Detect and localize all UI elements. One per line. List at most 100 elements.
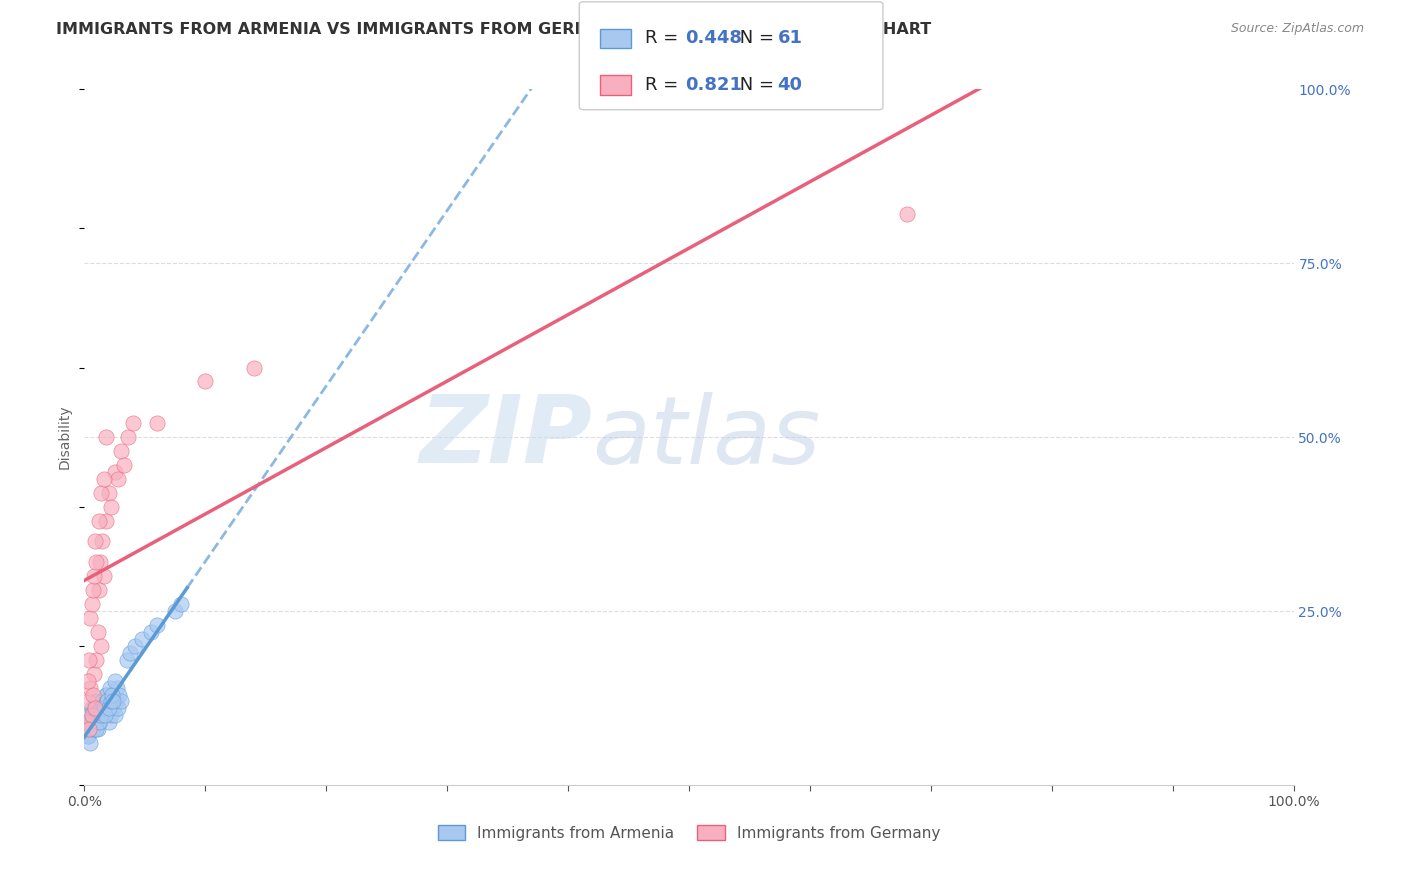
Point [93,701,115,715]
Point [121,416,143,430]
Point [104,465,127,479]
Point [131,632,153,646]
Point [77,723,100,737]
Text: R =: R = [645,76,690,94]
Point [97,485,120,500]
Point [79,736,101,750]
Point [90,708,112,723]
Point [100,694,122,708]
Point [98,681,121,695]
Point [94,688,117,702]
Point [90,639,112,653]
Point [77,723,100,737]
Point [83,708,105,723]
Text: ZIP: ZIP [419,391,592,483]
Point [86,653,108,667]
Point [89,555,111,569]
Point [86,708,108,723]
Y-axis label: Disability: Disability [58,405,72,469]
Point [100,500,122,514]
Point [87,514,110,528]
Point [86,708,108,723]
Point [89,701,111,715]
Point [103,694,125,708]
Point [94,708,117,723]
Point [93,472,115,486]
Point [100,708,122,723]
Point [84,701,107,715]
Point [194,375,217,389]
Point [146,618,169,632]
Point [84,534,107,549]
Point [77,729,100,743]
Point [83,701,105,715]
Text: 0.821: 0.821 [685,76,742,94]
Point [93,569,115,583]
Point [96,701,118,715]
Point [94,514,117,528]
Text: 0.448: 0.448 [685,29,742,47]
Point [107,472,129,486]
Text: 61: 61 [778,29,803,47]
Point [108,688,131,702]
Point [91,694,114,708]
Point [89,715,111,730]
Point [170,597,193,611]
Text: atlas: atlas [592,392,821,483]
Point [84,715,107,730]
Point [101,688,124,702]
Point [103,701,125,715]
Point [94,430,117,444]
Point [104,673,127,688]
Point [77,729,100,743]
Point [97,701,120,715]
Point [104,694,127,708]
Point [82,583,104,598]
Point [83,666,105,681]
Point [83,569,105,583]
Point [76,723,98,737]
Point [91,534,114,549]
Point [112,458,135,472]
Point [77,673,100,688]
Point [120,646,142,660]
Point [124,639,146,653]
Point [107,701,129,715]
Point [94,708,117,723]
Point [79,611,101,625]
Point [242,360,264,375]
Point [896,207,918,221]
Point [101,688,124,702]
Point [90,708,112,723]
Point [87,701,110,715]
Point [98,694,121,708]
Point [84,715,107,730]
Point [87,583,110,598]
Point [76,715,98,730]
Point [146,416,169,430]
Point [115,653,138,667]
Point [82,688,104,702]
Point [77,653,100,667]
Point [80,597,103,611]
Text: N =: N = [734,76,780,94]
Point [82,723,104,737]
Text: Source: ZipAtlas.com: Source: ZipAtlas.com [1230,22,1364,36]
Point [79,715,101,730]
Point [96,694,118,708]
Point [91,694,114,708]
Point [94,688,117,702]
Point [110,444,132,458]
Point [77,708,100,723]
Text: R =: R = [645,29,685,47]
Point [87,715,110,730]
Point [79,681,101,695]
Point [86,723,108,737]
Text: IMMIGRANTS FROM ARMENIA VS IMMIGRANTS FROM GERMANY DISABILITY CORRELATION CHART: IMMIGRANTS FROM ARMENIA VS IMMIGRANTS FR… [56,22,932,37]
Point [80,715,103,730]
Point [97,715,120,730]
Point [86,624,108,639]
Text: N =: N = [734,29,780,47]
Point [93,701,115,715]
Point [82,723,104,737]
